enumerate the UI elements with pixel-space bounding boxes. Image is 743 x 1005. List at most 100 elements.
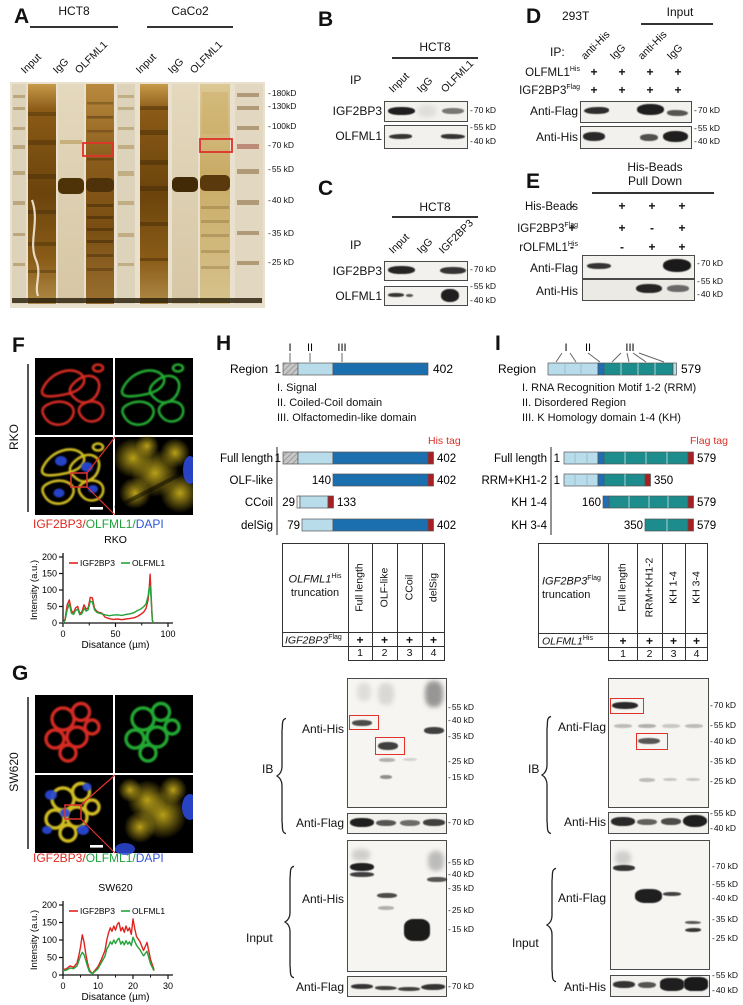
lane-number: 3 (670, 648, 677, 660)
marker: 40 kD (697, 290, 723, 299)
svg-text:50: 50 (47, 953, 57, 963)
highlight-red-box (610, 698, 644, 714)
condition-value: + (678, 240, 686, 254)
construct-name: KH 1-4 (511, 497, 547, 509)
silver-stain-gel-image (10, 82, 265, 308)
flag-tag-label: Flag tag (690, 435, 728, 447)
condition-row-label: His-Beads (524, 200, 578, 213)
western-blot (608, 678, 709, 808)
lane-label: OLFML1 (187, 38, 226, 77)
cell-line-overline (392, 216, 478, 218)
his-tag-label: His tag (428, 435, 461, 447)
construct-bar (301, 518, 434, 532)
condition-value: + (618, 221, 626, 235)
western-blot (384, 101, 468, 122)
condition-value: - (620, 240, 624, 254)
marker: 70 kD (697, 259, 723, 268)
cell-line-side-label: SW620 (7, 752, 21, 792)
condition-row-label: rOLFML1His (519, 241, 578, 254)
lane-label: IgG (607, 41, 629, 63)
roi-connector-line (80, 818, 116, 854)
svg-text:0: 0 (60, 981, 65, 991)
blot-antibody: IGF2BP3 (332, 104, 382, 118)
immunofluorescence-image-rko (35, 358, 193, 515)
blot-antibody: Anti-Flag (529, 104, 578, 118)
marker: 35 kD (448, 732, 474, 741)
western-blot (610, 840, 710, 970)
condition-value: + (618, 83, 626, 97)
roi-connector-line (80, 774, 116, 806)
lane-label: IgG (50, 55, 72, 77)
blot-antibody: Anti-His (535, 130, 578, 144)
western-blot (384, 286, 468, 306)
condition-value: + (648, 199, 656, 213)
marker: 55 kD (697, 277, 723, 286)
marker: 55 kD (470, 282, 496, 291)
marker: 55 kD (470, 123, 496, 132)
lane-number: 2 (646, 648, 653, 660)
construct-end: 402 (437, 520, 456, 532)
cell-line: HCT8 (419, 200, 451, 214)
condition-value: + (678, 199, 686, 213)
svg-text:Intensity (a.u.): Intensity (a.u.) (29, 910, 40, 970)
svg-text:200: 200 (42, 552, 57, 562)
construct-start: 350 (624, 520, 643, 532)
construct-name: KH 3-4 (511, 520, 547, 532)
roi-connector-line (86, 486, 116, 515)
domain-legend-item: III. Olfactomedin-like domain (277, 412, 417, 424)
construct-start: 1 (554, 475, 560, 487)
svg-text:SW620: SW620 (98, 882, 133, 894)
condition-value: + (646, 83, 654, 97)
blot-antibody: Anti-Flag (557, 720, 606, 734)
region-bar (282, 362, 429, 376)
highlight-red-box (375, 737, 405, 755)
svg-text:20: 20 (128, 981, 138, 991)
svg-text:50: 50 (47, 602, 57, 612)
marker: 130kD (268, 102, 297, 111)
numeral: III (337, 342, 346, 354)
western-blot (384, 261, 468, 281)
region-end: 579 (681, 362, 701, 376)
lane-label: IgG (664, 41, 686, 63)
svg-text:50: 50 (110, 629, 120, 639)
condition-value: + (618, 65, 626, 79)
blot-antibody: Anti-Flag (295, 816, 344, 830)
table-column-label: Full length (353, 563, 366, 612)
western-blot (580, 126, 692, 149)
marker: 35 kD (268, 229, 294, 238)
construct-bar (644, 518, 694, 532)
marker: 70 kD (712, 862, 738, 871)
marker: 25 kD (268, 258, 294, 267)
group-caco2-line (147, 26, 233, 28)
table-plus: + (619, 634, 627, 648)
lane-number: 4 (430, 647, 437, 659)
marker: 70 kD (470, 106, 496, 115)
construct-start: 140 (312, 475, 331, 487)
panel-i-label: I (495, 332, 501, 355)
table-column-label: delSig (427, 572, 439, 603)
table-plus: + (669, 634, 677, 648)
table-condition-label: IGF2BP3Flag (285, 634, 342, 647)
input-group-label: Input (246, 931, 273, 945)
svg-text:150: 150 (42, 918, 57, 928)
ip-label: IP: (550, 45, 565, 59)
condition-value: - (570, 240, 574, 254)
group-caco2: CaCo2 (171, 4, 209, 18)
table-plus: + (405, 633, 413, 647)
western-blot (582, 279, 695, 301)
side-bracket-line (27, 697, 29, 849)
condition-value: + (678, 221, 686, 235)
side-bracket-line (27, 364, 29, 512)
condition-row-label: IGF2BP3Flag (517, 222, 578, 235)
condition-value: + (590, 65, 598, 79)
table-plus: + (356, 633, 364, 647)
marker: 40 kD (710, 824, 736, 833)
table-column-label: RRM+KH1-2 (643, 557, 655, 618)
svg-text:OLFML1: OLFML1 (132, 906, 165, 916)
roi-red-box (64, 804, 82, 820)
numeral: I (288, 342, 291, 354)
construct-start: 29 (282, 497, 295, 509)
lane-label: anti-His (635, 28, 670, 63)
marker: 25 kD (712, 934, 738, 943)
svg-text:0: 0 (52, 618, 57, 628)
